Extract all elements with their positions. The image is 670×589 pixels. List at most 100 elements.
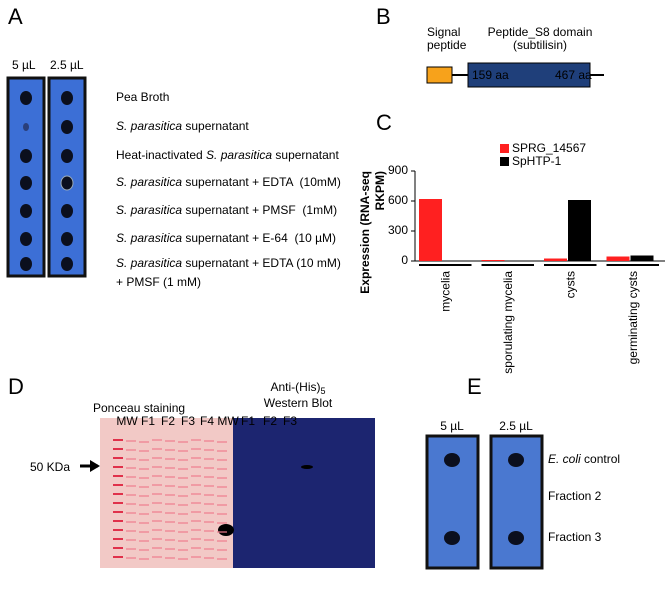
bar [443,260,466,261]
label: S. parasitica supernatant [116,119,249,133]
domain-end: 467 aa [555,68,592,82]
blot-band [218,524,234,536]
domain-label: (subtilisin) [513,38,567,52]
blot-strip [425,434,480,570]
label: Pea Broth [116,90,169,104]
signal-peptide [426,66,453,84]
legend-swatch [500,157,509,166]
label-part: E. coli [548,452,581,466]
dot [20,91,32,105]
x-tick-label: sporulating mycelia [501,271,515,374]
dot [20,232,32,246]
label-part: supernatant + E-64 (10 µM) [182,231,336,245]
lane-label: 2.5 µL [50,58,84,72]
label: S. parasitica supernatant + EDTA (10mM) [116,175,341,189]
dot [23,123,29,131]
western-membrane [233,418,375,568]
blot-band [301,465,313,469]
label-part: + PMSF (1 mM) [116,275,201,289]
label: Heat-inactivated S. parasitica supernata… [116,148,339,162]
blot-title-main: Anti-(His) [270,380,320,394]
y-tick-label: 600 [388,193,408,207]
blot-title: Anti-(His)5 [270,380,325,396]
dot [61,257,73,271]
x-tick-label: cysts [563,271,577,298]
bar [481,260,505,261]
label-part: supernatant [182,119,249,133]
y-tick-label: 300 [388,223,408,237]
domain-label: Peptide_S8 domain [488,25,593,39]
dot [20,257,32,271]
label-part: supernatant [272,148,339,162]
bar [630,255,654,261]
domain-start: 159 aa [472,68,509,82]
label-part: control [581,452,620,466]
bar [544,258,567,261]
y-tick-label: 900 [388,163,408,177]
lane-label: MW [116,414,138,428]
x-tick-label: mycelia [438,271,452,312]
lane-label: 5 µL [440,419,464,433]
panel-letter: E [467,374,482,399]
label: S. parasitica supernatant + PMSF (1mM) [116,203,337,217]
label-part: S. parasitica [116,231,182,245]
label-part: supernatant + EDTA (10 mM) [182,256,341,270]
blot-title: Western Blot [264,396,333,410]
lane-label: F2 [161,414,175,428]
label-part: Pea Broth [116,90,169,104]
dot [508,531,524,545]
lane-label: F1 [141,414,155,428]
dot [61,232,73,246]
dot [61,120,73,134]
dot [508,453,524,467]
lane-label: F3 [181,414,195,428]
panel-letter: A [8,4,23,29]
label-part: Fraction 2 [548,489,602,503]
arrow-head [90,460,100,472]
label-part: supernatant + EDTA (10mM) [182,175,341,189]
dot [444,453,460,467]
label: S. parasitica supernatant + E-64 (10 µM) [116,231,336,245]
x-tick-label: germinating cysts [626,271,640,364]
legend-label: SPRG_14567 [512,141,586,155]
label-part: S. parasitica [116,175,182,189]
label-part: S. parasitica [116,119,182,133]
label-part: supernatant + PMSF (1mM) [182,203,337,217]
label-part: S. parasitica [116,256,182,270]
dot [20,176,32,190]
dot [20,149,32,163]
signal-label: Signal [427,25,460,39]
label-part: Fraction 3 [548,530,602,544]
lane-label: F3 [283,414,297,428]
blot-title-sub: 5 [320,386,325,396]
gel-title: Ponceau staining [93,401,185,415]
lane-label: MW [217,414,239,428]
lane-label: F4 [200,414,214,428]
lane-label: F1 [241,414,255,428]
bar [606,256,630,261]
panel-letter: C [376,110,392,135]
signal-label: peptide [427,38,467,52]
label-part: S. parasitica [206,148,272,162]
lane-label: F2 [263,414,277,428]
y-axis-label: RKPM) [373,171,387,210]
legend-swatch [500,144,509,153]
dot [20,204,32,218]
label-part: S. parasitica [116,203,182,217]
marker-label: 50 KDa [30,460,70,474]
label-part: Heat-inactivated [116,148,206,162]
dot [61,204,73,218]
s8-domain [467,62,591,88]
bar [568,200,591,261]
dot [60,175,74,191]
label: E. coli control [548,452,620,466]
legend-label: SpHTP-1 [512,154,562,168]
dot [444,531,460,545]
panel-letter: B [376,4,391,29]
lane-label: 5 µL [12,58,36,72]
label: Fraction 3 [548,530,602,544]
label: Fraction 2 [548,489,602,503]
dot [61,149,73,163]
y-axis-label: Expression (RNA-seq [358,171,372,294]
